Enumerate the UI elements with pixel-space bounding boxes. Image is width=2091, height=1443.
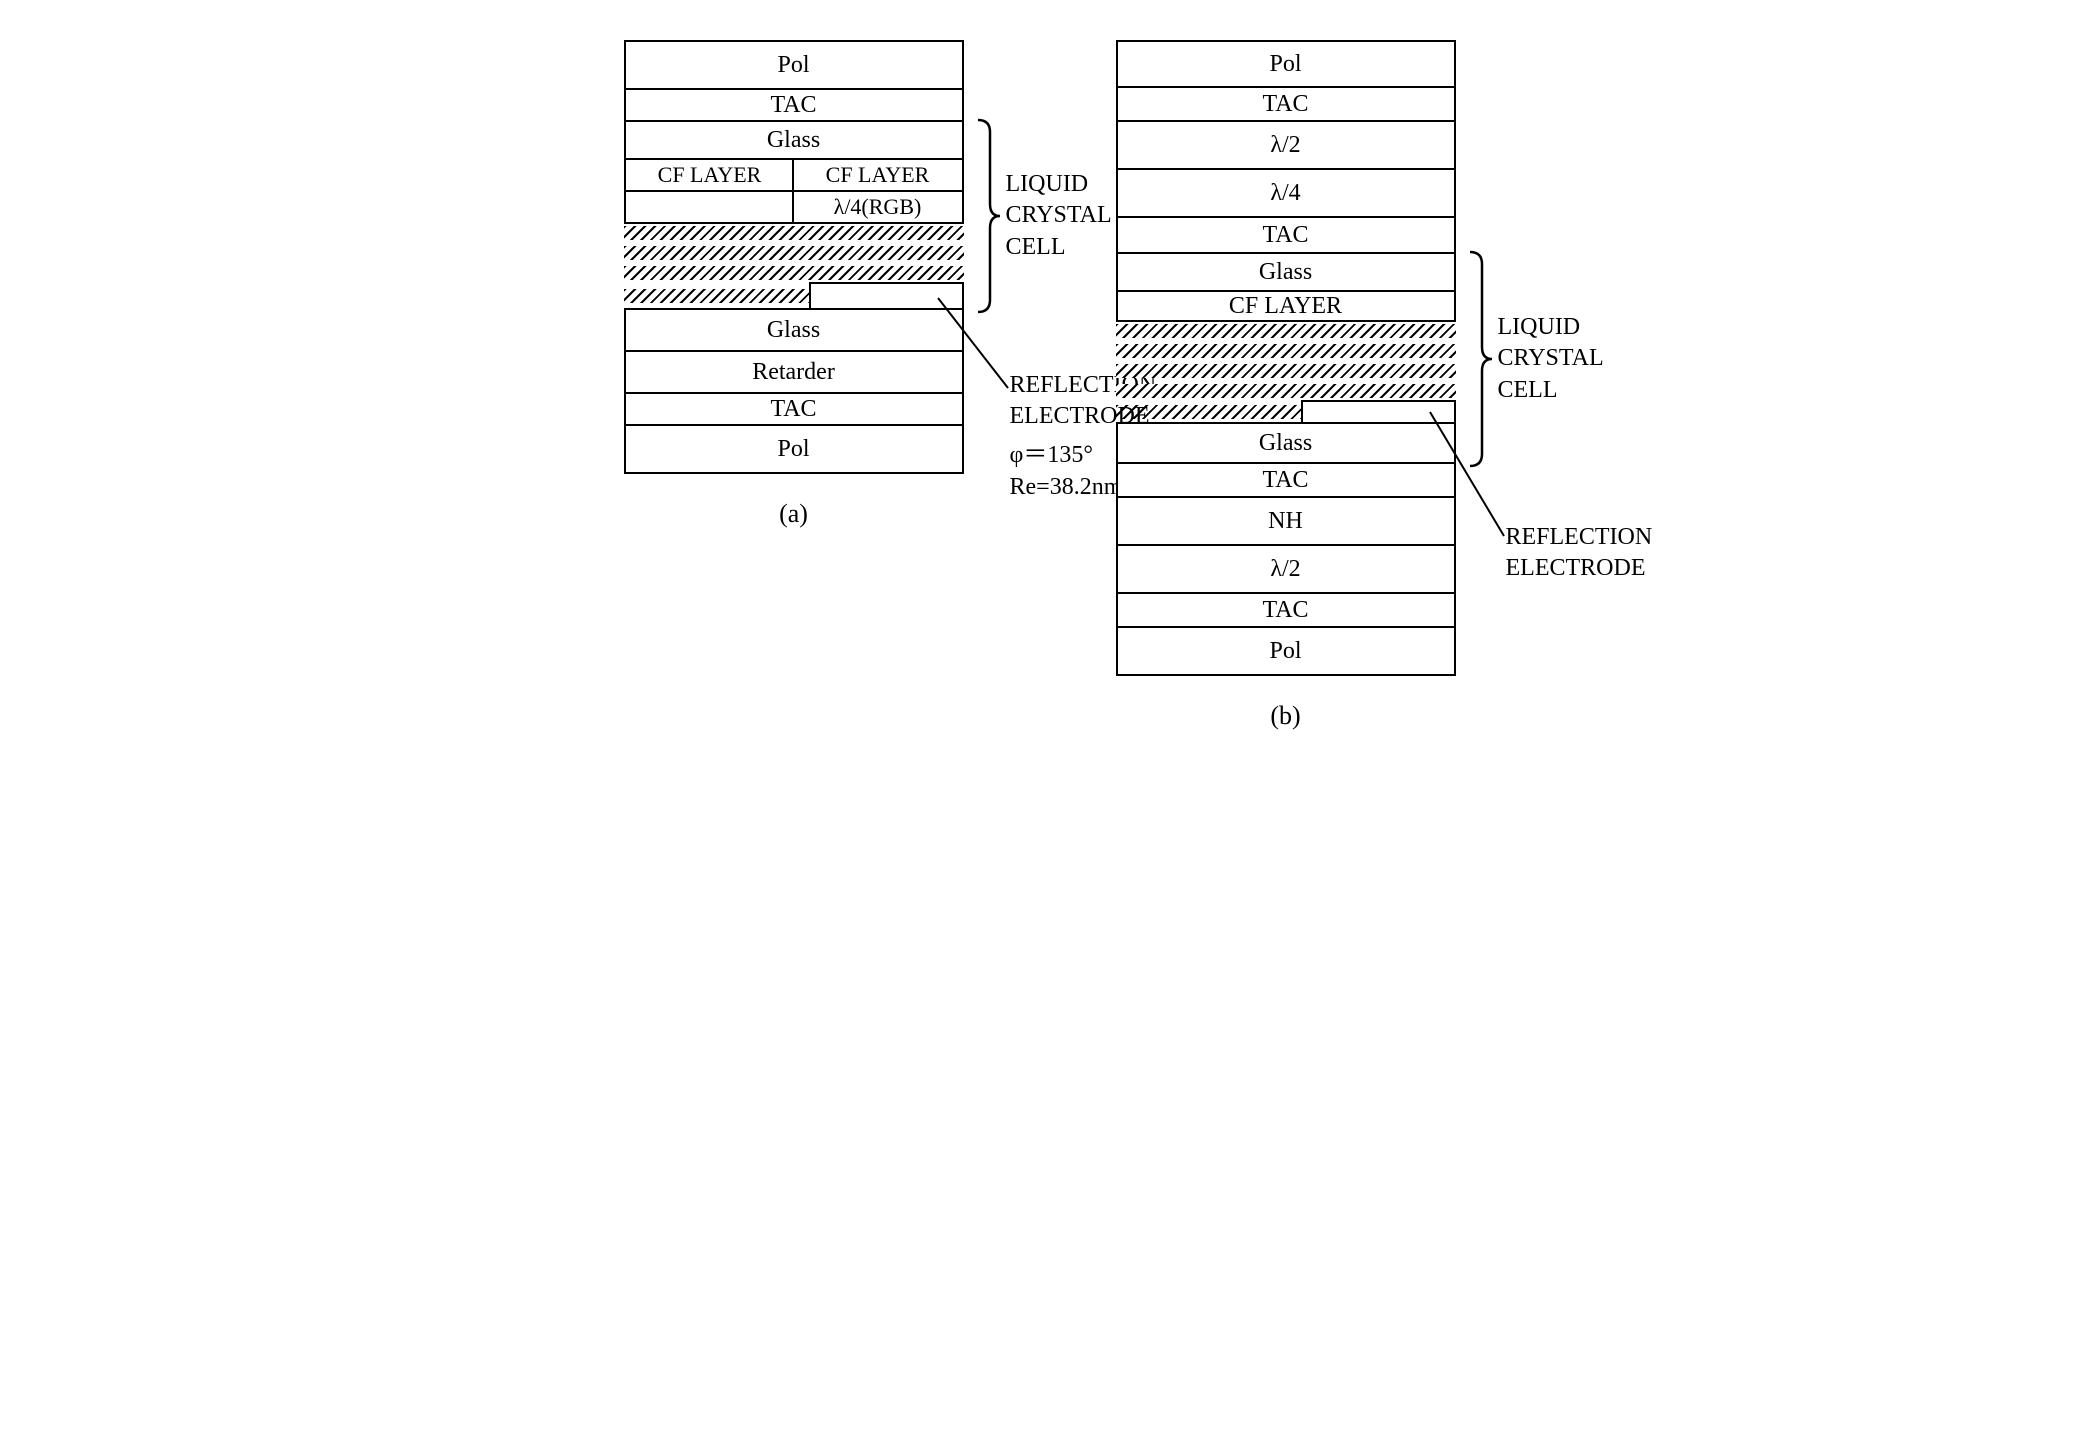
brace-lc-cell-a: LIQUIDCRYSTAL CELL: [976, 120, 1111, 312]
layer: Pol: [1116, 40, 1456, 88]
layer: Glass: [1116, 422, 1456, 464]
re-value-a: Re=38.2nm: [1010, 472, 1123, 503]
lc-region: [624, 222, 964, 284]
lc-hatch-row: [1116, 344, 1456, 358]
layer-half-right: CF LAYER: [792, 158, 964, 192]
caption-a: (a): [779, 499, 808, 529]
layer-stack-a: PolTACGlassCF LAYERCF LAYERλ/4(RGB)Glass…: [624, 40, 964, 474]
reflect-lc-hatch: [624, 282, 811, 310]
layer: TAC: [624, 88, 964, 122]
lc-hatch-row: [1116, 384, 1456, 398]
layer: Glass: [624, 308, 964, 352]
layer: Glass: [624, 120, 964, 160]
layer: Pol: [624, 424, 964, 474]
layer: CF LAYER: [1116, 290, 1456, 322]
layer: TAC: [1116, 592, 1456, 628]
layer: TAC: [1116, 216, 1456, 254]
diagram-container: PolTACGlassCF LAYERCF LAYERλ/4(RGB)Glass…: [40, 40, 2051, 731]
lc-hatch-row: [624, 226, 964, 240]
reflection-annotation-b: REFLECTIONELECTRODE: [1460, 406, 1660, 593]
layer: NH: [1116, 496, 1456, 546]
layer: TAC: [1116, 462, 1456, 498]
reflection-electrode-label-b: REFLECTIONELECTRODE: [1506, 522, 1653, 584]
lc-cell-label-a: LIQUIDCRYSTAL CELL: [1006, 169, 1111, 263]
phi-value-a: φ＝135°: [1010, 440, 1093, 471]
layer: Glass: [1116, 252, 1456, 292]
layer: Pol: [1116, 626, 1456, 676]
lc-region: [1116, 320, 1456, 402]
lc-hatch-row: [1116, 324, 1456, 338]
layer-half-left: CF LAYER: [624, 158, 794, 192]
layer: TAC: [624, 392, 964, 426]
layer-split-hatch: λ/4(RGB): [624, 190, 964, 224]
layer: Pol: [624, 40, 964, 90]
reflection-electrode-box: [1301, 400, 1456, 424]
lc-hatch-row: [624, 266, 964, 280]
layer: λ/2: [1116, 544, 1456, 594]
diagram-a: PolTACGlassCF LAYERCF LAYERλ/4(RGB)Glass…: [624, 40, 976, 529]
layer: TAC: [1116, 86, 1456, 122]
lc-hatch-row: [1116, 364, 1456, 378]
stack-wrapper-b: PolTACλ/2λ/4TACGlassCF LAYERGlassTACNHλ/…: [1116, 40, 1456, 731]
layer: λ/4: [1116, 168, 1456, 218]
layer-stack-b: PolTACλ/2λ/4TACGlassCF LAYERGlassTACNHλ/…: [1116, 40, 1456, 676]
layer: Retarder: [624, 350, 964, 394]
diagram-b: PolTACλ/2λ/4TACGlassCF LAYERGlassTACNHλ/…: [1116, 40, 1468, 731]
layer-split: CF LAYERCF LAYER: [624, 158, 964, 192]
caption-b: (b): [1270, 701, 1300, 731]
reflection-electrode-box: [809, 282, 964, 310]
stack-wrapper-a: PolTACGlassCF LAYERCF LAYERλ/4(RGB)Glass…: [624, 40, 964, 529]
layer: λ/2: [1116, 120, 1456, 170]
layer-half-right: λ/4(RGB): [792, 190, 964, 224]
reflect-row: [624, 282, 964, 310]
lc-hatch-row: [624, 246, 964, 260]
lc-cell-label-b: LIQUIDCRYSTALCELL: [1498, 312, 1604, 406]
layer-half-hatch: [624, 190, 794, 224]
